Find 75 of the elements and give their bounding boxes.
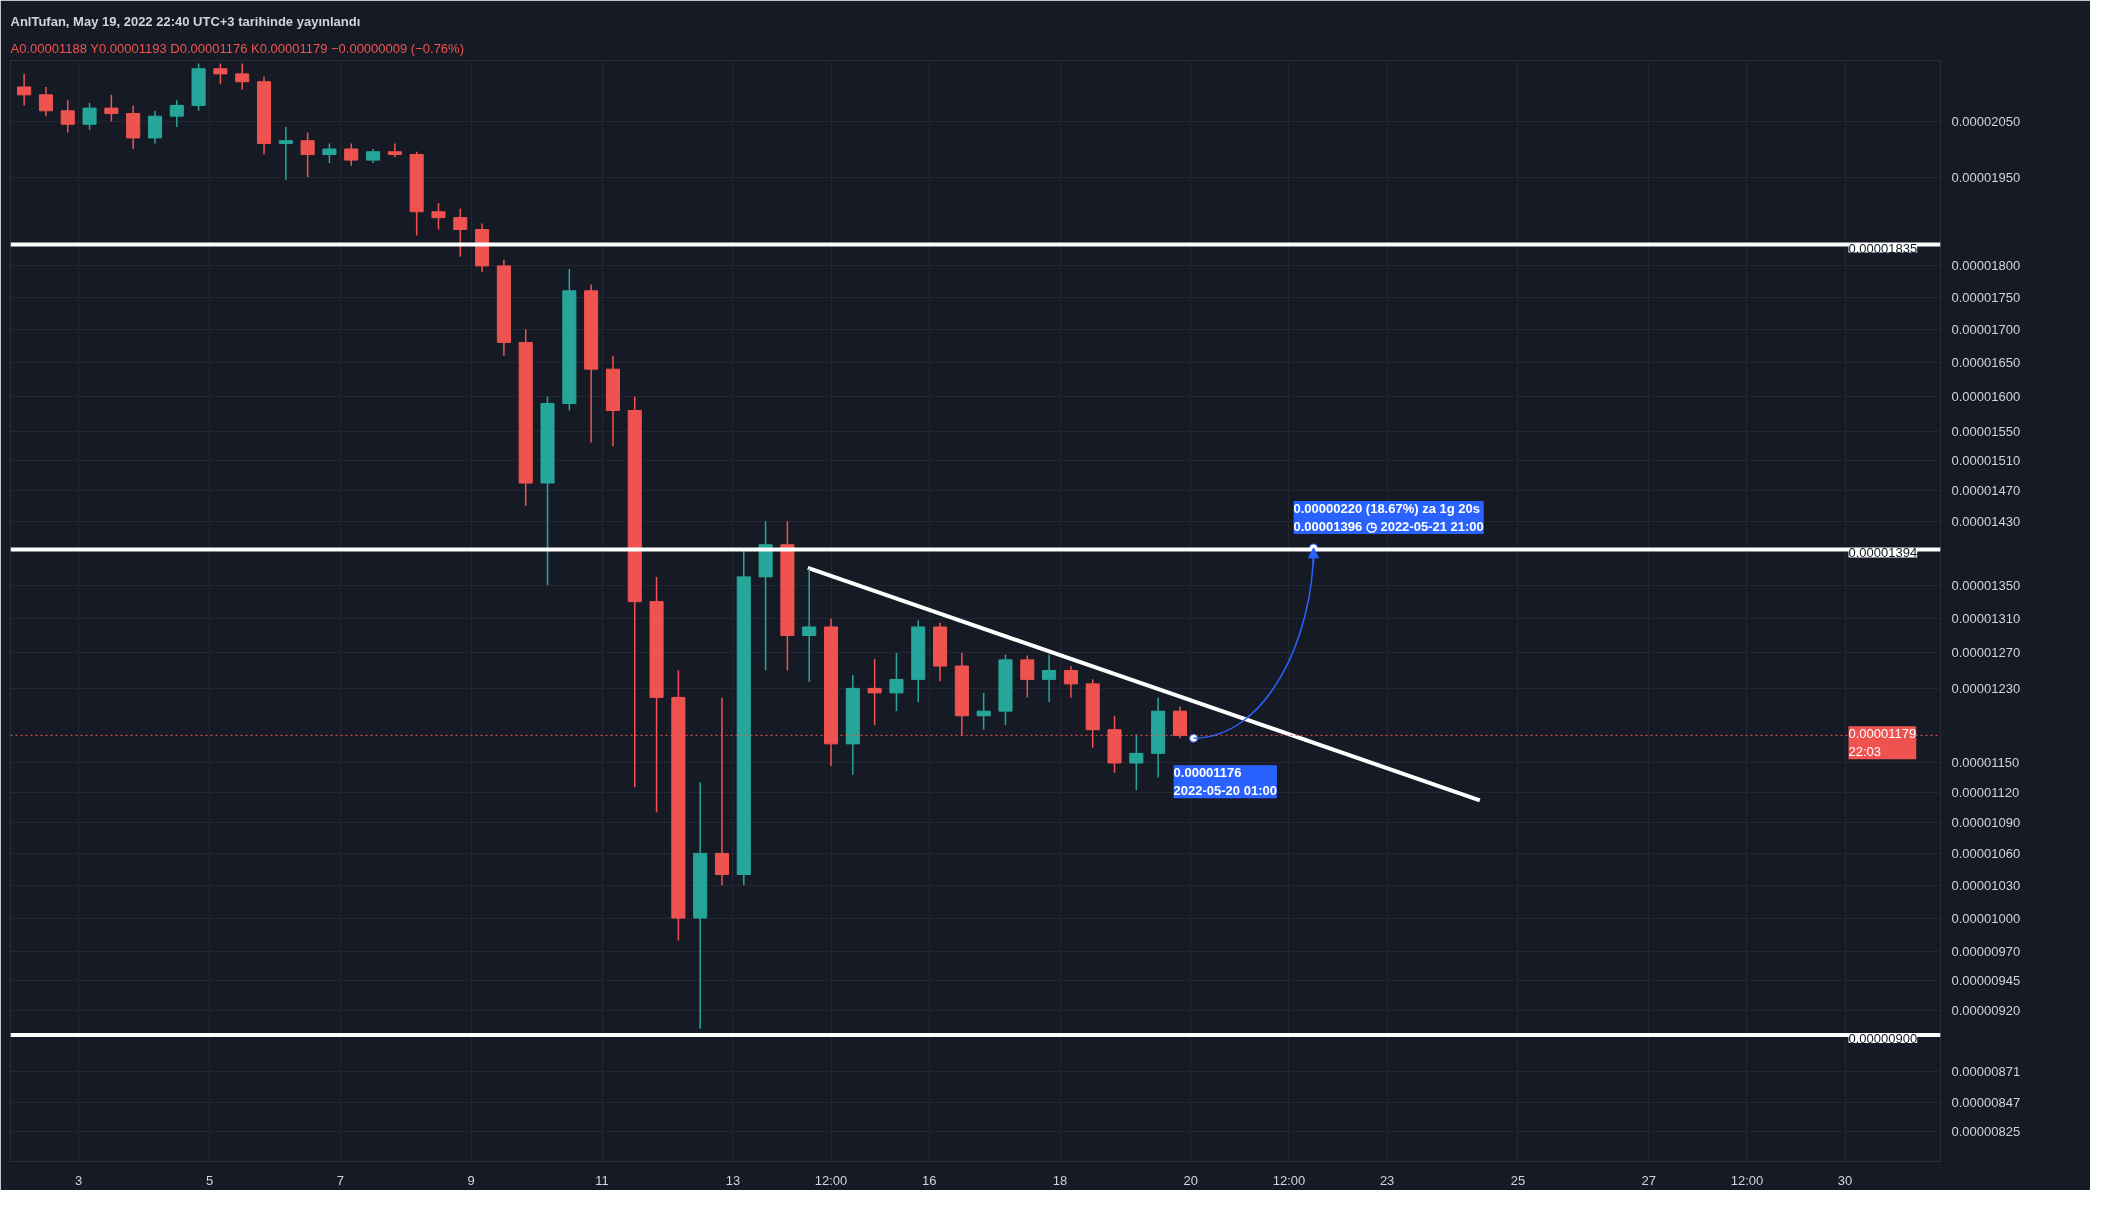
candlestick [976, 692, 991, 731]
x-tick-label: 27 [1641, 1172, 1657, 1188]
y-tick-label: 0.00000847 [1951, 1094, 2021, 1110]
x-tick-label: 20 [1183, 1172, 1199, 1188]
x-tick-label: 12:00 [1730, 1172, 1764, 1188]
chart-title: AnlTufan, May 19, 2022 22:40 UTC+3 tarihinde yayınlandı [10, 13, 361, 29]
annotation: 0.00001176 2022-05-20 01:00 [1173, 765, 1277, 799]
candlestick [1063, 665, 1078, 699]
y-tick-label: 0.00000970 [1951, 944, 2021, 960]
y-tick-label: 0.00001120 [1951, 784, 2020, 800]
x-tick-label: 11 [595, 1172, 609, 1188]
x-tick-label: 30 [1837, 1172, 1853, 1188]
candlestick [387, 142, 402, 159]
candlestick [300, 131, 315, 178]
y-tick-label: 0.00001090 [1951, 814, 2021, 830]
candlestick [344, 142, 359, 167]
x-tick-label: 12:00 [814, 1172, 848, 1188]
candlestick [278, 126, 293, 181]
candlestick [453, 208, 468, 258]
x-tick-label: 7 [336, 1172, 344, 1188]
ref-line-label: 0.00001179 22:03 [1848, 726, 1917, 760]
candlestick [1020, 654, 1035, 699]
y-tick-label: 0.00001030 [1951, 877, 2021, 893]
candlestick [1129, 733, 1144, 792]
y-tick-label: 0.00001000 [1951, 910, 2021, 926]
y-tick-label: 0.00001950 [1951, 169, 2021, 185]
x-tick-label: 12:00 [1272, 1172, 1306, 1188]
y-tick-label: 0.00000871 [1951, 1063, 2021, 1079]
candlestick [889, 652, 904, 712]
candlestick [147, 110, 163, 145]
y-tick-label: 0.00001270 [1951, 645, 2021, 661]
candlestick [802, 568, 817, 683]
y-tick-label: 0.00001470 [1951, 483, 2021, 499]
candlestick [82, 102, 97, 131]
y-tick-label: 0.00001350 [1951, 577, 2021, 593]
x-tick-label: 9 [467, 1172, 475, 1188]
candlestick [213, 62, 228, 86]
candlestick [1042, 653, 1057, 703]
y-tick-label: 0.00001310 [1951, 610, 2021, 626]
y-tick-label: 0.00001510 [1951, 453, 2021, 469]
y-tick-label: 0.00001800 [1951, 258, 2021, 274]
candlestick [867, 658, 882, 726]
y-tick-label: 0.00001600 [1951, 389, 2021, 405]
candlestick [322, 142, 337, 164]
y-tick-label: 0.00000920 [1951, 1003, 2021, 1019]
x-tick-label: 13 [725, 1172, 741, 1188]
x-tick-label: 3 [75, 1172, 83, 1188]
candlestick [17, 73, 32, 107]
y-tick-label: 0.00002050 [1951, 114, 2021, 130]
y-tick-label: 0.00001750 [1951, 289, 2021, 305]
x-tick-label: 25 [1510, 1172, 1526, 1188]
y-tick-label: 0.00000945 [1951, 973, 2021, 989]
y-tick-label: 0.00001650 [1951, 354, 2021, 370]
y-tick-label: 0.00000825 [1951, 1124, 2021, 1140]
y-tick-label: 0.00001430 [1951, 513, 2021, 529]
x-tick-label: 16 [921, 1172, 937, 1188]
ref-line-label: 0.00001394 [1848, 545, 1918, 561]
y-tick-label: 0.00001230 [1951, 680, 2021, 696]
x-tick-label: 23 [1379, 1172, 1395, 1188]
candlestick [60, 99, 75, 134]
candlestick [104, 94, 119, 123]
y-tick-label: 0.00001550 [1951, 424, 2021, 440]
x-tick-label: 5 [205, 1172, 214, 1188]
ref-line-label: 0.00001835 [1848, 240, 1918, 256]
text: A0.00001188 Y0.00001193 D0.00001176 K0.00001179 −0.00000009 (−0.76%) [10, 40, 464, 56]
candlestick [431, 202, 446, 231]
candlestick [169, 99, 184, 128]
annotation: 0.00000220 (18.67%) za 1g 20s 0.00001396 ◷ 2022-05-21 21:00 [1293, 500, 1484, 534]
y-tick-label: 0.00001700 [1951, 321, 2021, 337]
y-tick-label: 0.00001060 [1951, 845, 2021, 861]
ref-line-label: 0.00000900 [1848, 1030, 1918, 1046]
x-tick-label: 18 [1052, 1172, 1068, 1188]
candlestick [235, 62, 250, 91]
candlestick [38, 86, 53, 117]
y-tick-label: 0.00001150 [1951, 755, 2020, 771]
